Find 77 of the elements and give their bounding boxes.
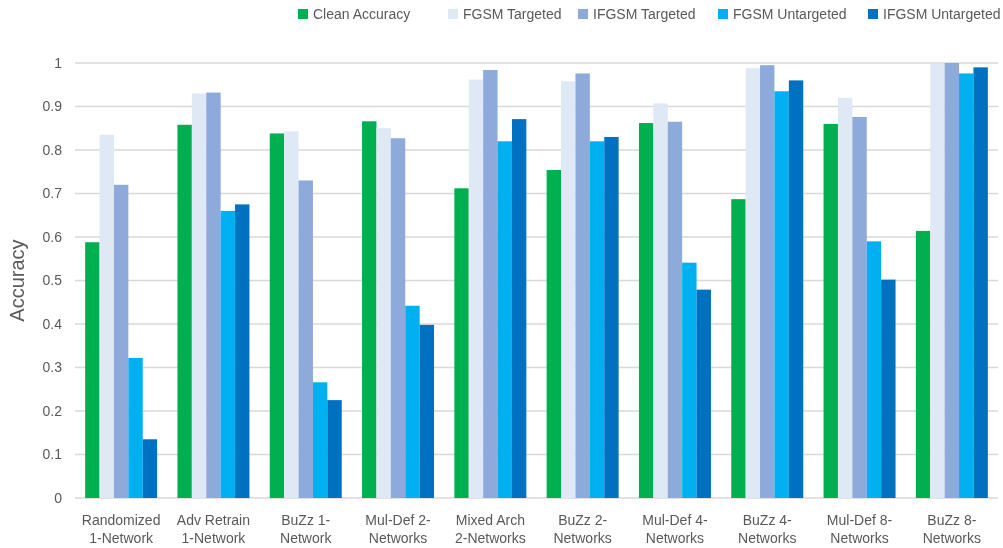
y-tick-label: 0.6 — [42, 228, 63, 245]
bar — [837, 97, 853, 498]
bar — [915, 230, 931, 498]
y-tick-label: 1 — [54, 54, 63, 71]
x-tick-label: Mul-Def 8-Networks — [826, 512, 893, 546]
bar — [774, 91, 789, 498]
legend-label: IFGSM Targeted — [593, 6, 696, 22]
bar — [177, 124, 192, 498]
bar — [638, 123, 654, 498]
y-tick-label: 0.9 — [42, 98, 63, 115]
bar — [546, 170, 562, 498]
bar — [419, 324, 435, 498]
y-tick-label: 0.8 — [42, 141, 63, 158]
y-tick-label: 0.7 — [42, 185, 63, 202]
x-tick-label: Adv Retrain 1-Network — [176, 512, 251, 546]
bar — [206, 92, 221, 498]
x-tick-label: BuZz 1-Network — [280, 512, 333, 546]
bar — [483, 69, 498, 498]
bar — [468, 79, 484, 498]
y-tick-label: 0.1 — [42, 446, 63, 463]
bar — [682, 262, 697, 498]
bar — [327, 400, 342, 498]
bar — [944, 63, 960, 498]
bar — [575, 73, 590, 498]
y-tick-label: 0.3 — [42, 359, 63, 376]
bar — [604, 136, 619, 498]
bar — [128, 357, 143, 498]
bar — [930, 63, 945, 498]
y-tick-label: 0.2 — [42, 402, 63, 419]
bar — [235, 204, 250, 498]
x-tick-label: Mul-Def 4-Networks — [642, 512, 708, 546]
x-tick-label: BuZz 4-Networks — [738, 512, 797, 546]
bar — [561, 81, 576, 498]
bar — [284, 131, 299, 498]
y-tick-label: 0 — [54, 489, 63, 506]
bar — [788, 80, 804, 498]
bar — [142, 439, 158, 498]
bar — [390, 138, 406, 498]
legend-label: IFGSM Untargeted — [883, 6, 1001, 22]
bar — [405, 305, 420, 498]
bar — [269, 133, 285, 498]
y-tick-label: 0.4 — [42, 315, 63, 332]
x-tick-label: BuZz 2-Networks — [553, 512, 612, 546]
bar — [298, 180, 313, 498]
bar — [852, 116, 867, 498]
legend-label: FGSM Untargeted — [733, 6, 847, 22]
bar — [731, 199, 746, 498]
bar — [312, 382, 328, 498]
bar — [85, 242, 100, 498]
x-tick-label: Randomized 1-Network — [81, 512, 161, 546]
bar — [191, 93, 207, 498]
bar — [497, 141, 512, 498]
bar — [745, 68, 761, 498]
legend-label: Clean Accuracy — [313, 6, 411, 22]
x-tick-label: Mixed Arch 2-Networks — [454, 512, 526, 546]
bar — [589, 141, 605, 498]
bar — [696, 289, 711, 498]
bar — [511, 119, 527, 498]
bar — [973, 67, 988, 498]
bar — [362, 121, 377, 498]
bar — [823, 123, 838, 498]
bar — [667, 121, 683, 498]
bar — [99, 134, 114, 498]
bar — [113, 184, 129, 498]
bar — [454, 188, 469, 498]
y-tick-label: 0.5 — [42, 272, 63, 289]
bar — [866, 241, 882, 498]
x-tick-label: BuZz 8-Networks — [922, 512, 982, 546]
bar — [760, 65, 775, 498]
bar — [220, 210, 236, 498]
y-axis-title: Accuracy — [6, 239, 28, 322]
bar — [376, 128, 391, 498]
legend-label: FGSM Targeted — [463, 6, 562, 22]
bar — [959, 73, 974, 498]
bar — [653, 103, 668, 498]
x-tick-label: Mul-Def 2-Networks — [365, 512, 432, 546]
bar — [881, 279, 896, 498]
